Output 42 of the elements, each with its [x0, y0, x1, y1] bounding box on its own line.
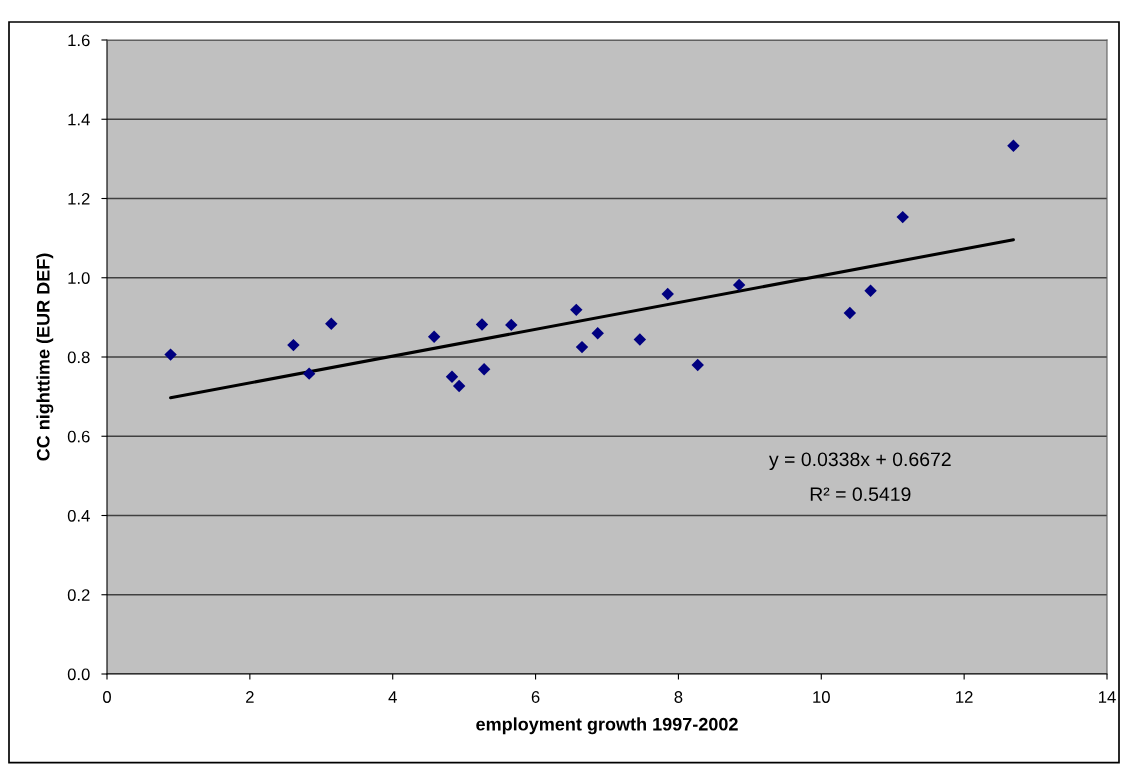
y-tick-label: 0.8	[67, 351, 90, 364]
x-tick-label: 14	[1099, 691, 1116, 703]
point	[505, 318, 518, 332]
point	[570, 303, 583, 317]
point	[591, 327, 604, 340]
x-tick-label: 12	[956, 691, 973, 703]
x-tick-label: 0	[103, 691, 111, 703]
point	[475, 318, 489, 331]
point	[896, 210, 909, 224]
point	[477, 363, 491, 376]
point	[661, 287, 674, 301]
y-tick-label: 0.2	[67, 589, 90, 601]
y-tick-label: 1.6	[68, 34, 90, 47]
point	[864, 284, 877, 298]
point	[575, 340, 589, 354]
point	[427, 330, 441, 343]
point	[1007, 139, 1020, 153]
point	[691, 358, 704, 372]
x-axis-title: employment growth 1997-2002	[476, 717, 738, 735]
point	[633, 333, 647, 346]
point	[302, 367, 316, 380]
point	[164, 348, 177, 361]
y-tick-label: 1.4	[68, 113, 90, 126]
x-tick-label: 10	[813, 691, 830, 703]
y-tick-label: 1.0	[68, 272, 90, 284]
x-tick-label: 6	[531, 691, 540, 703]
annotation: R² = 0.5419	[810, 487, 911, 502]
x-tick-label: 4	[388, 691, 397, 703]
x-tick-label: 8	[674, 691, 683, 703]
x-tick-label: 2	[246, 691, 254, 703]
point	[445, 370, 459, 384]
point	[325, 317, 338, 330]
point	[452, 379, 466, 393]
annotation: y = 0.0338x + 0.6672	[769, 452, 951, 471]
point	[287, 338, 300, 352]
y-tick-label: 0.6	[67, 430, 90, 443]
y-axis-title: CC nighttime (EUR DEF)	[36, 253, 54, 461]
point	[732, 278, 746, 292]
y-tick-label: 1.2	[68, 192, 90, 205]
y-tick-label: 0.0	[67, 668, 90, 681]
y-tick-label: 0.4	[67, 509, 90, 522]
point	[843, 306, 857, 320]
